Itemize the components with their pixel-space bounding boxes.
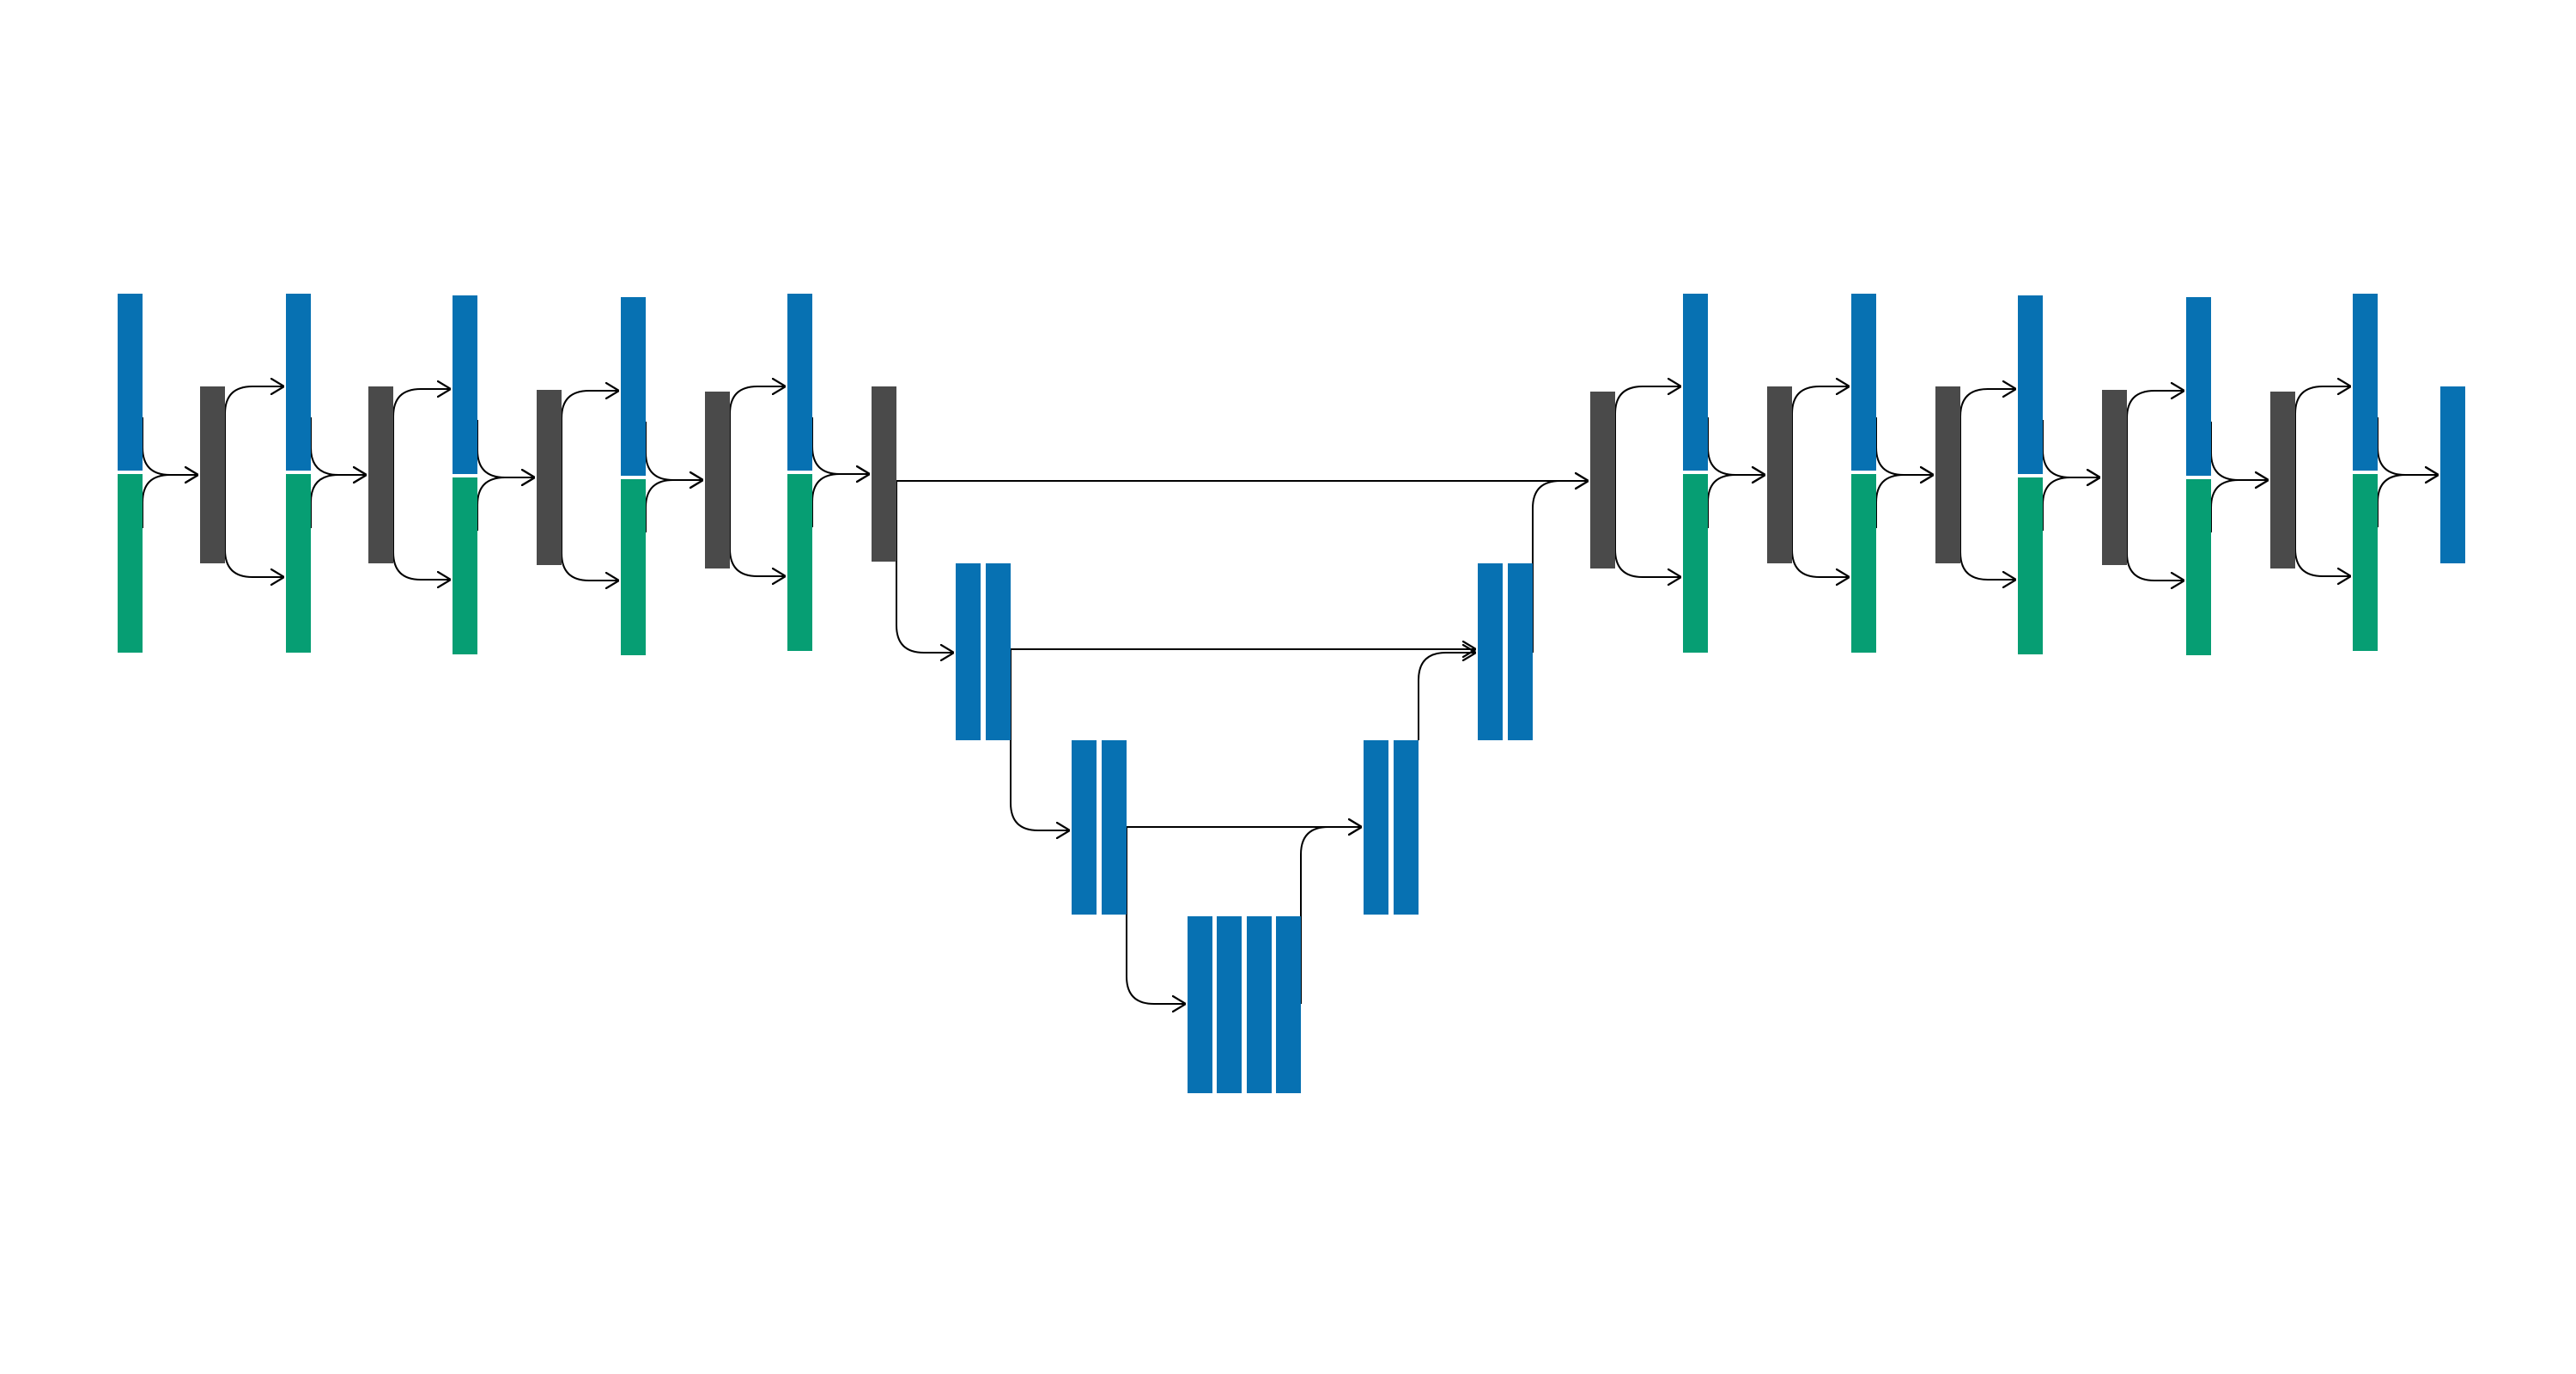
left-gray-block-2 — [368, 386, 393, 563]
right-stack-5-green-block — [2353, 474, 2378, 651]
left-merge-lower-5 — [811, 474, 870, 527]
left-split-lower-2 — [392, 475, 451, 580]
left-merge-upper-4 — [645, 422, 703, 480]
down-group-1-bar-2 — [986, 563, 1011, 740]
left-stack-1-blue-block — [118, 294, 143, 471]
left-merge-lower-4 — [645, 480, 703, 532]
left-stack-5-green-block — [787, 474, 812, 651]
right-split-upper-1 — [1614, 386, 1681, 480]
left-stack-4-green-block — [621, 479, 646, 655]
up-path-2 — [1418, 653, 1476, 740]
left-stack-2-green-block — [286, 474, 311, 653]
right-split-lower-5 — [2294, 480, 2351, 576]
left-gray-block-3 — [537, 390, 562, 565]
right-split-lower-4 — [2126, 477, 2184, 581]
up-group-1-bar-2 — [1508, 563, 1533, 740]
left-split-upper-2 — [392, 389, 451, 475]
output-merge-lower — [2377, 475, 2439, 527]
right-gray-block-3 — [1935, 386, 1960, 563]
right-stack-3-green-block — [2018, 477, 2043, 654]
left-stack-4-blue-block — [621, 297, 646, 476]
left-split-lower-3 — [561, 477, 619, 581]
up-path-1 — [1300, 827, 1362, 1004]
left-merge-upper-2 — [310, 417, 367, 475]
right-split-upper-4 — [2126, 391, 2184, 477]
left-split-lower-1 — [224, 475, 284, 577]
left-split-lower-4 — [729, 480, 786, 576]
up-path-3 — [1532, 481, 1589, 653]
left-merge-upper-1 — [142, 417, 198, 475]
right-split-lower-1 — [1614, 480, 1681, 577]
left-gray-block-1 — [200, 386, 225, 563]
down-group-2-bar-2 — [1102, 740, 1127, 915]
up-group-2-bar-2 — [1394, 740, 1419, 915]
right-stack-3-blue-block — [2018, 295, 2043, 474]
right-split-upper-5 — [2294, 386, 2351, 480]
right-stack-5-blue-block — [2353, 294, 2378, 471]
connector-lines — [142, 386, 2439, 1004]
right-gray-block-2 — [1767, 386, 1792, 563]
right-split-upper-3 — [1959, 389, 2016, 475]
left-stack-5-blue-block — [787, 294, 812, 471]
up-group-1-bar-1 — [1478, 563, 1503, 740]
right-merge-upper-4 — [2210, 422, 2269, 480]
left-split-upper-4 — [729, 386, 786, 480]
left-merge-upper-5 — [811, 417, 870, 474]
right-merge-lower-3 — [2042, 477, 2100, 531]
left-stack-1-green-block — [118, 474, 143, 653]
right-stack-1-blue-block — [1683, 294, 1708, 471]
left-gray-block-4 — [705, 392, 730, 568]
right-merge-lower-1 — [1707, 475, 1765, 528]
left-stack-3-green-block — [453, 477, 477, 654]
right-stack-4-blue-block — [2186, 297, 2211, 476]
up-group-2-bar-1 — [1364, 740, 1388, 915]
left-gray-block-5 — [872, 386, 896, 562]
left-merge-upper-3 — [477, 420, 535, 477]
left-merge-lower-2 — [310, 475, 367, 528]
output-merge-upper — [2377, 417, 2439, 475]
down-path-3 — [1126, 827, 1186, 1004]
down-path-1 — [896, 481, 954, 653]
right-gray-block-5 — [2270, 392, 2295, 568]
left-stack-2-blue-block — [286, 294, 311, 471]
left-stack-3-blue-block — [453, 295, 477, 474]
bottleneck-group-bar-4 — [1276, 916, 1301, 1093]
right-stack-1-green-block — [1683, 474, 1708, 653]
blocks-layer — [118, 294, 2465, 1093]
left-merge-lower-3 — [477, 477, 535, 531]
down-group-1-bar-1 — [956, 563, 981, 740]
left-merge-lower-1 — [142, 475, 198, 528]
right-stack-2-blue-block — [1851, 294, 1876, 471]
right-gray-block-1 — [1590, 392, 1615, 568]
right-gray-block-4 — [2102, 390, 2127, 565]
bottleneck-group-bar-1 — [1188, 916, 1212, 1093]
left-split-upper-3 — [561, 391, 619, 477]
right-split-upper-2 — [1791, 386, 1850, 475]
right-merge-upper-2 — [1875, 417, 1934, 475]
output-block — [2440, 386, 2465, 563]
right-stack-4-green-block — [2186, 479, 2211, 655]
bottleneck-group-bar-2 — [1217, 916, 1242, 1093]
right-split-lower-2 — [1791, 475, 1850, 577]
down-group-2-bar-1 — [1072, 740, 1097, 915]
right-merge-upper-1 — [1707, 417, 1765, 475]
down-path-2 — [1010, 649, 1070, 830]
right-merge-upper-3 — [2042, 420, 2100, 477]
right-split-lower-3 — [1959, 475, 2016, 580]
bottleneck-group-bar-3 — [1247, 916, 1272, 1093]
right-merge-lower-2 — [1875, 475, 1934, 528]
right-stack-2-green-block — [1851, 474, 1876, 653]
right-merge-lower-4 — [2210, 480, 2269, 532]
left-split-upper-1 — [224, 386, 284, 475]
